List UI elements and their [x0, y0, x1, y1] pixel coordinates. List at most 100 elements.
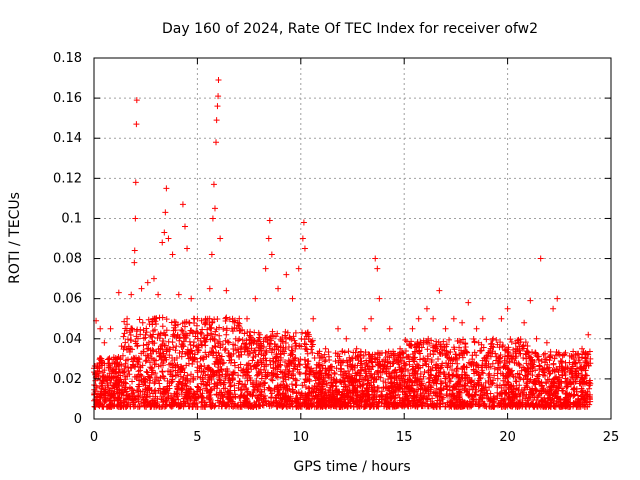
background-point [160, 386, 167, 393]
background-point [214, 382, 221, 389]
background-point [396, 386, 403, 393]
background-point [329, 388, 336, 395]
background-point [436, 369, 443, 376]
background-point [469, 356, 476, 363]
x-tick-label: 20 [499, 430, 516, 445]
background-point [331, 369, 338, 376]
background-point [267, 336, 274, 343]
data-point [265, 235, 272, 242]
background-point [161, 342, 168, 349]
background-point [509, 356, 516, 363]
background-point [344, 362, 351, 369]
background-point [311, 373, 318, 380]
background-point [198, 380, 205, 387]
background-point [493, 353, 500, 360]
background-point [464, 391, 471, 398]
background-point [213, 391, 220, 398]
background-point [374, 361, 381, 368]
background-point [118, 343, 125, 350]
background-point [407, 342, 414, 349]
background-point [336, 403, 343, 410]
background-point [133, 328, 140, 335]
background-point [463, 349, 470, 356]
background-point [219, 360, 226, 367]
background-point [559, 352, 566, 359]
background-point [438, 380, 445, 387]
background-point [209, 402, 216, 409]
data-point [128, 291, 135, 298]
background-point [220, 326, 227, 333]
background-point [223, 325, 230, 332]
background-point [453, 355, 460, 362]
background-point [310, 388, 317, 395]
background-point [383, 403, 390, 410]
x-tick-label: 10 [293, 430, 310, 445]
background-point [529, 349, 536, 356]
data-point [310, 315, 317, 322]
background-point [291, 363, 298, 370]
data-point [275, 285, 282, 292]
background-point [124, 336, 131, 343]
background-point [253, 403, 260, 410]
background-point [409, 363, 416, 370]
background-point [156, 380, 163, 387]
background-point [447, 363, 454, 370]
background-point [558, 385, 565, 392]
background-point [293, 403, 300, 410]
data-point [335, 325, 342, 332]
background-point [486, 384, 493, 391]
background-point [384, 391, 391, 398]
background-point [380, 365, 387, 372]
background-point [331, 377, 338, 384]
background-point [151, 403, 158, 410]
background-point [292, 376, 299, 383]
background-point [365, 396, 372, 403]
background-point [170, 396, 177, 403]
background-point [181, 319, 188, 326]
background-point [174, 371, 181, 378]
background-point [338, 398, 345, 405]
background-point [187, 341, 194, 348]
background-point [185, 355, 192, 362]
data-point [217, 235, 224, 242]
background-point [346, 382, 353, 389]
background-point [541, 394, 548, 401]
background-point [572, 359, 579, 366]
background-point [547, 396, 554, 403]
data-point [211, 205, 218, 212]
background-point [204, 332, 211, 339]
background-point [563, 391, 570, 398]
background-point [524, 375, 531, 382]
background-point [332, 399, 339, 406]
background-point [188, 348, 195, 355]
background-point [538, 358, 545, 365]
data-point [244, 315, 251, 322]
background-point [148, 371, 155, 378]
background-point [425, 335, 432, 342]
background-point [104, 380, 111, 387]
background-point [457, 398, 464, 405]
background-point [166, 380, 173, 387]
background-point [517, 336, 524, 343]
background-point [202, 399, 209, 406]
background-point [184, 375, 191, 382]
background-point [237, 403, 244, 410]
background-point [120, 392, 127, 399]
background-point [448, 396, 455, 403]
background-point [270, 355, 277, 362]
data-point [268, 251, 275, 258]
background-point [446, 375, 453, 382]
data-point [155, 291, 162, 298]
background-point [179, 328, 186, 335]
background-point [232, 393, 239, 400]
background-point [298, 403, 305, 410]
background-point [279, 403, 286, 410]
background-point [364, 363, 371, 370]
background-point [123, 380, 130, 387]
background-point [375, 385, 382, 392]
background-point [292, 329, 299, 336]
background-point [143, 393, 150, 400]
background-point [312, 374, 319, 381]
background-point [306, 377, 313, 384]
background-point [538, 390, 545, 397]
